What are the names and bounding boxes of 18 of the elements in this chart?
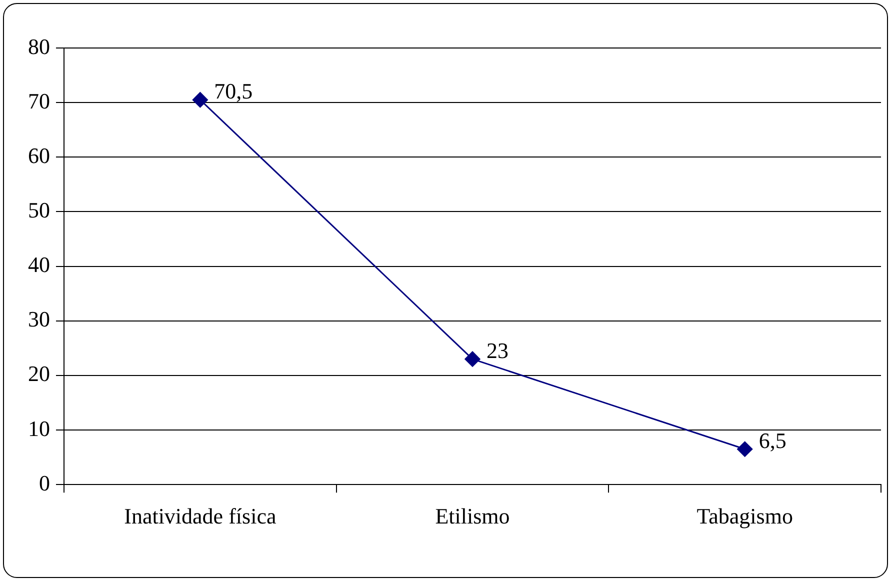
data-label: 70,5 (214, 78, 253, 104)
x-tick-label: Etilismo (435, 504, 510, 529)
data-label: 6,5 (758, 428, 786, 453)
y-tick-label: 50 (28, 198, 50, 223)
point (737, 441, 753, 457)
x-tick-label: Tabagismo (696, 504, 793, 529)
x-tick-label: Inatividade física (124, 504, 276, 529)
data-label: 23 (486, 338, 508, 363)
point (464, 351, 480, 367)
y-tick-label: 60 (28, 142, 50, 168)
y-tick-label: 70 (28, 88, 50, 114)
y-tick-label: 80 (28, 34, 50, 59)
y-tick-label: 40 (28, 252, 50, 278)
y-tick-label: 10 (28, 416, 50, 441)
y-tick-label: 20 (28, 361, 50, 386)
y-tick-label: 0 (39, 470, 50, 496)
y-tick-label: 30 (28, 306, 50, 332)
point (192, 92, 208, 108)
